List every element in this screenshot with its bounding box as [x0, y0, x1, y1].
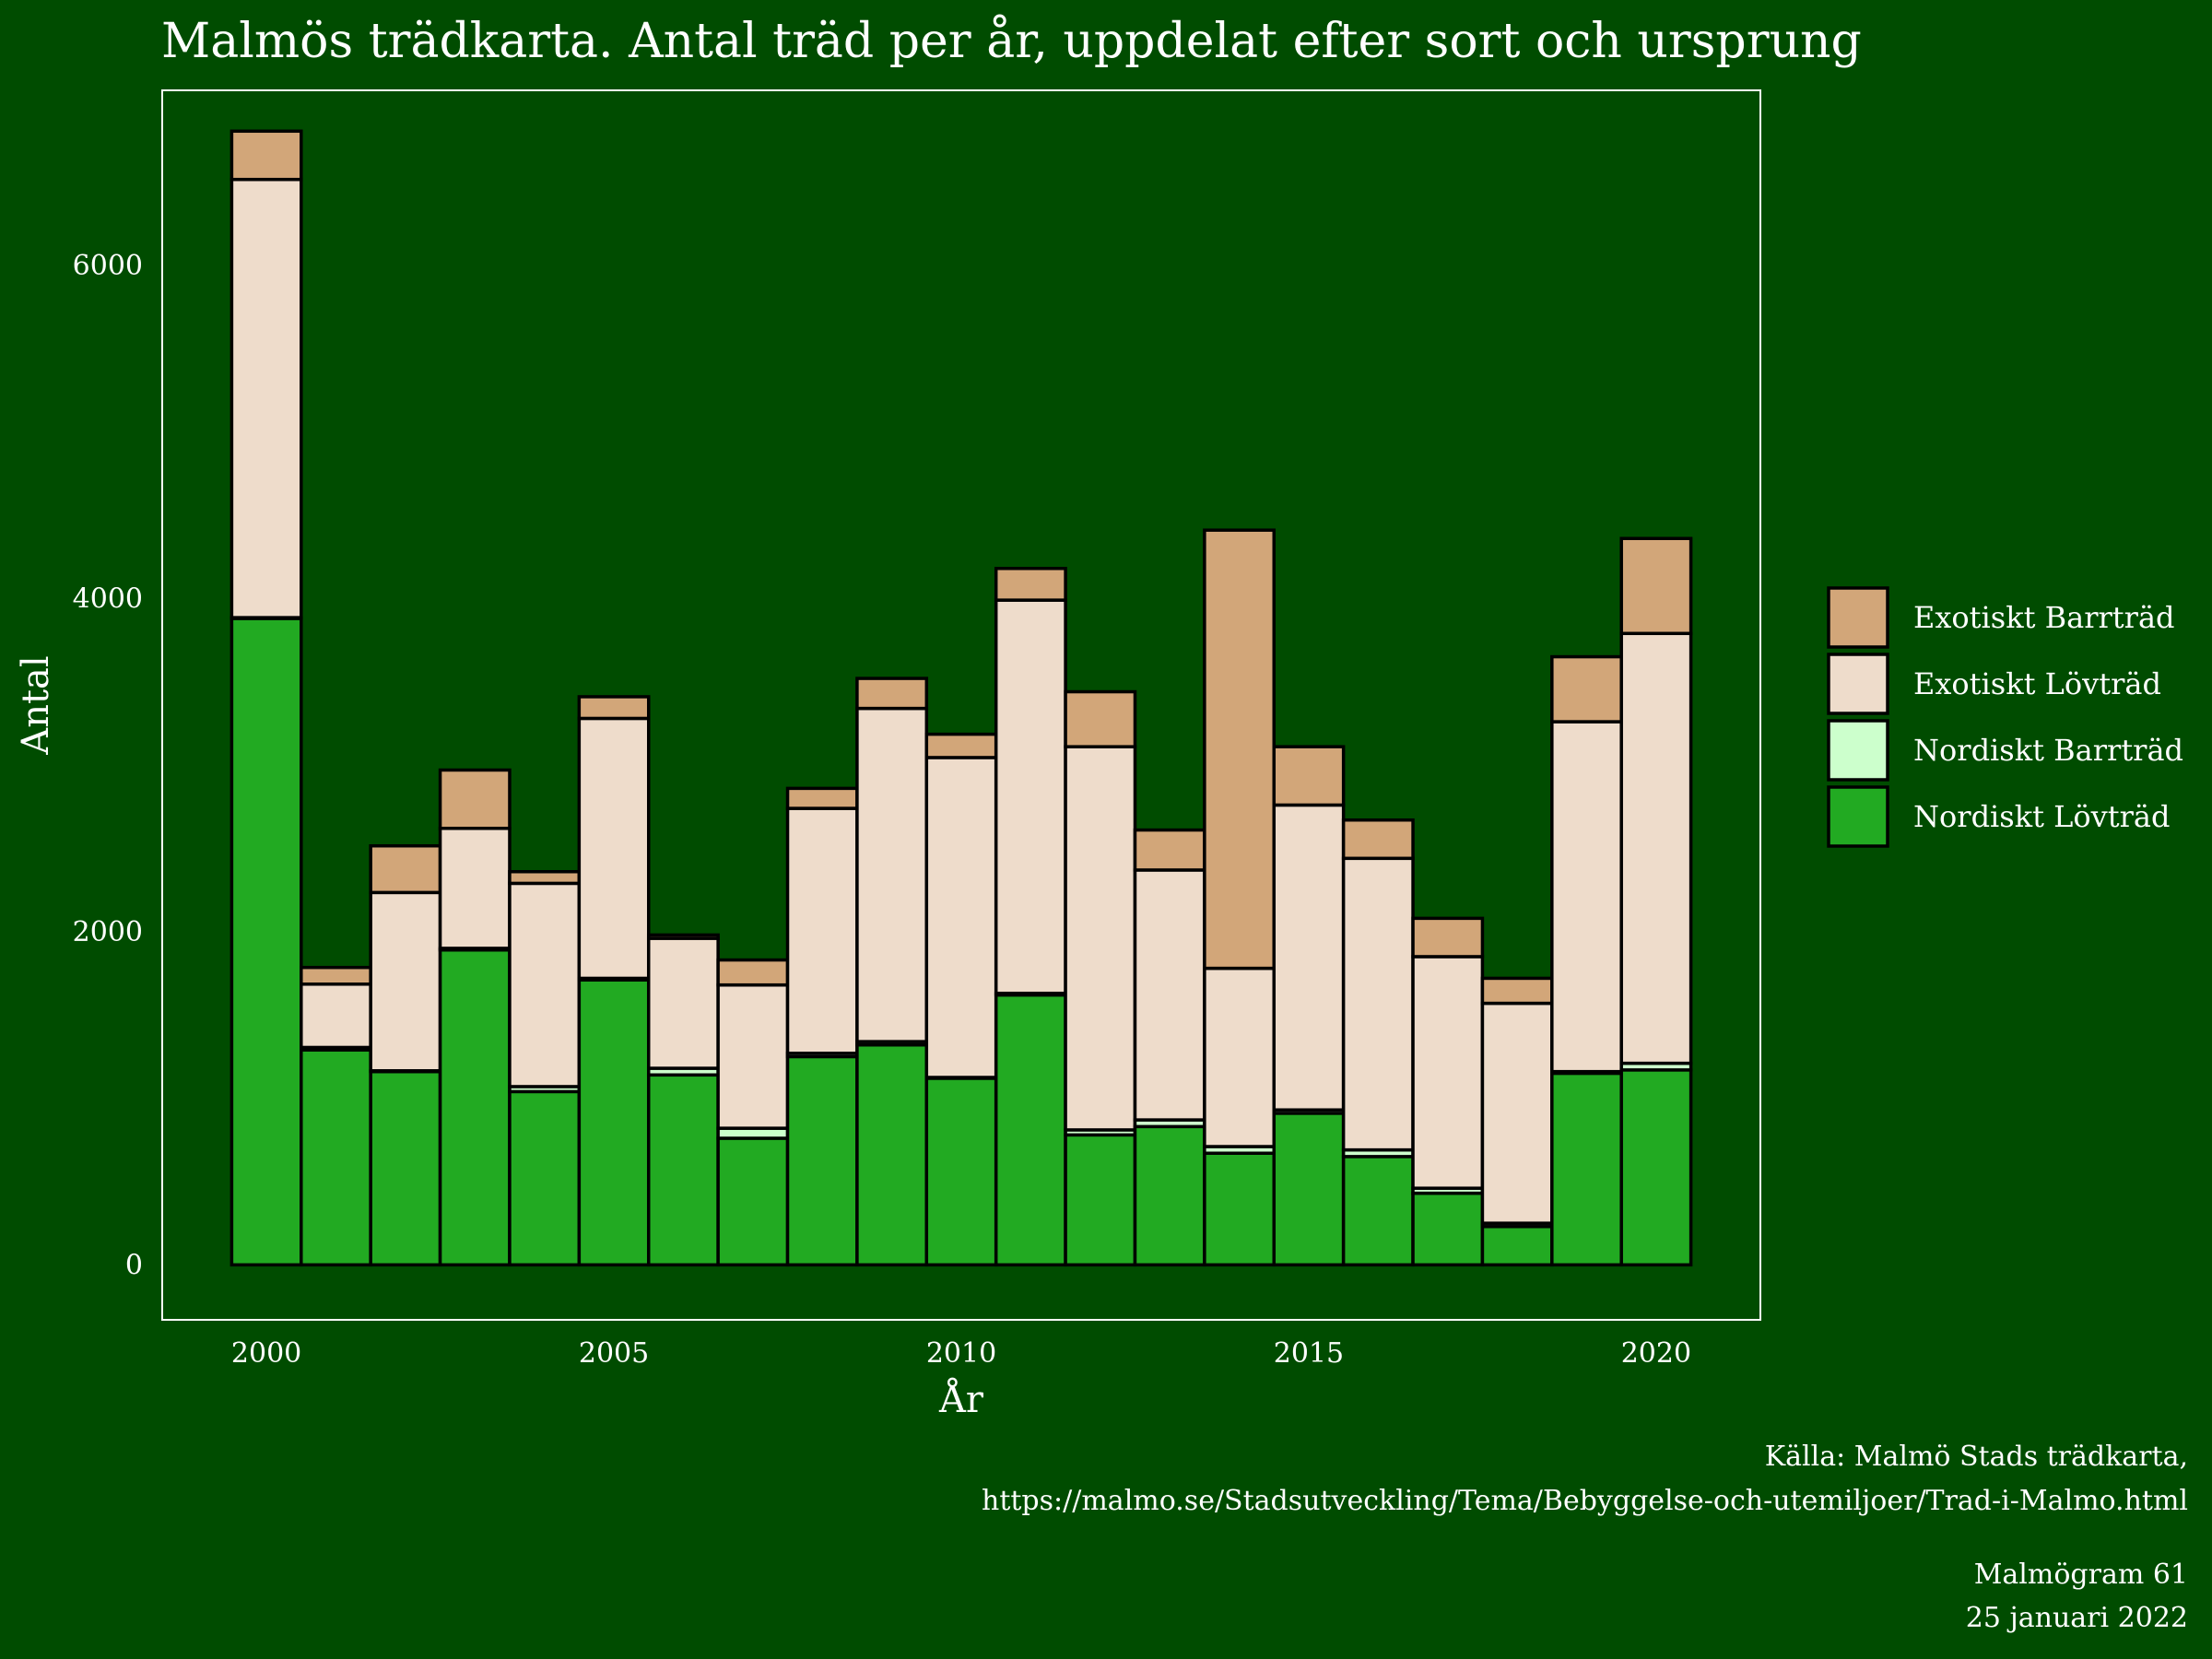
bar-2004-nordiskt-l-vtr-d	[508, 1089, 582, 1267]
bar-2019-exotiskt-barrtr-d	[1550, 654, 1623, 724]
bar-2007-exotiskt-l-vtr-d	[716, 982, 790, 1130]
y-tick-label: 6000	[73, 250, 143, 282]
legend-label: Exotiskt Barrträd	[1913, 600, 2175, 635]
bar-2012-nordiskt-l-vtr-d	[1064, 1133, 1137, 1267]
bar-2002-exotiskt-barrtr-d	[369, 843, 442, 895]
legend: Exotiskt Barrträd Exotiskt Lövträd Nordisk…	[1827, 586, 2183, 848]
bar-2005-exotiskt-l-vtr-d	[577, 716, 651, 981]
legend-label: Exotiskt Lövträd	[1913, 666, 2161, 701]
bar-2013-exotiskt-l-vtr-d	[1133, 868, 1206, 1122]
bar-2004-exotiskt-l-vtr-d	[508, 881, 582, 1088]
bar-2020-nordiskt-l-vtr-d	[1619, 1068, 1693, 1267]
bar-2017-nordiskt-l-vtr-d	[1411, 1191, 1485, 1267]
bar-2001-exotiskt-l-vtr-d	[300, 982, 372, 1050]
bar-2019-exotiskt-l-vtr-d	[1550, 720, 1623, 1074]
legend-key-exotiskt-barrtr-d	[1827, 586, 1889, 649]
y-tick-label: 4000	[73, 582, 143, 615]
bar-2013-nordiskt-l-vtr-d	[1133, 1124, 1206, 1267]
bar-2005-nordiskt-l-vtr-d	[577, 978, 651, 1267]
bar-2002-nordiskt-l-vtr-d	[369, 1069, 442, 1267]
bar-2006-exotiskt-l-vtr-d	[646, 936, 720, 1070]
x-axis-title: År	[938, 1378, 984, 1421]
bar-2002-exotiskt-l-vtr-d	[369, 890, 442, 1073]
caption-date: 25 januari 2022	[1966, 1602, 2188, 1634]
bar-2017-exotiskt-l-vtr-d	[1411, 955, 1485, 1190]
bar-2012-exotiskt-barrtr-d	[1064, 689, 1137, 748]
x-tick-label: 2020	[1621, 1337, 1691, 1370]
bar-2001-exotiskt-barrtr-d	[300, 965, 372, 986]
x-tick-label: 2005	[579, 1337, 649, 1370]
chart-title: Malmös trädkarta. Antal träd per år, upp…	[161, 14, 1862, 69]
bar-2013-exotiskt-barrtr-d	[1133, 828, 1206, 872]
y-axis-ticks: 0 2000 4000 6000	[73, 250, 143, 1282]
bar-2017-exotiskt-barrtr-d	[1411, 916, 1485, 959]
caption-url: https://malmo.se/Stadsutveckling/Tema/Be…	[982, 1485, 2188, 1517]
caption-publication: Malmögram 61	[1974, 1559, 2188, 1591]
bar-2008-exotiskt-l-vtr-d	[785, 806, 859, 1055]
x-tick-label: 2010	[926, 1337, 996, 1370]
caption-source: Källa: Malmö Stads trädkarta,	[1765, 1441, 2188, 1473]
bar-2001-nordiskt-l-vtr-d	[300, 1048, 372, 1267]
bar-2014-nordiskt-l-vtr-d	[1203, 1151, 1277, 1267]
bars-group	[229, 129, 1693, 1267]
bar-2011-exotiskt-barrtr-d	[994, 567, 1067, 602]
y-tick-label: 2000	[73, 916, 143, 948]
bar-2016-nordiskt-l-vtr-d	[1341, 1155, 1415, 1267]
x-axis-ticks: 2000 2005 2010 2015 2020	[231, 1337, 1691, 1370]
bar-2007-nordiskt-l-vtr-d	[716, 1136, 790, 1267]
bar-2018-exotiskt-l-vtr-d	[1480, 1001, 1554, 1225]
bar-2006-exotiskt-barrtr-d	[646, 933, 720, 940]
bar-2018-nordiskt-l-vtr-d	[1480, 1225, 1554, 1267]
bar-2003-nordiskt-l-vtr-d	[438, 947, 512, 1267]
bar-2000-exotiskt-l-vtr-d	[229, 177, 303, 619]
legend-key-nordiskt-barrtr-d	[1827, 719, 1889, 782]
bar-2000-nordiskt-l-vtr-d	[229, 617, 303, 1267]
legend-label: Nordiskt Lövträd	[1913, 799, 2170, 834]
bar-2000-exotiskt-barrtr-d	[229, 129, 303, 182]
bar-2015-exotiskt-barrtr-d	[1272, 745, 1346, 807]
bar-2003-exotiskt-l-vtr-d	[438, 827, 512, 950]
x-tick-label: 2000	[231, 1337, 301, 1370]
legend-label: Nordiskt Barrträd	[1913, 733, 2183, 768]
bar-2016-exotiskt-l-vtr-d	[1341, 856, 1415, 1152]
bar-2015-nordiskt-l-vtr-d	[1272, 1112, 1346, 1267]
x-tick-label: 2015	[1274, 1337, 1344, 1370]
bar-2012-exotiskt-l-vtr-d	[1064, 745, 1137, 1132]
bar-2009-exotiskt-l-vtr-d	[855, 706, 929, 1043]
bar-2003-exotiskt-barrtr-d	[438, 768, 512, 830]
bar-2020-exotiskt-l-vtr-d	[1619, 631, 1693, 1065]
bar-2011-exotiskt-l-vtr-d	[994, 598, 1067, 995]
bar-2020-exotiskt-barrtr-d	[1619, 536, 1693, 636]
bar-2008-exotiskt-barrtr-d	[785, 786, 859, 810]
bar-2009-nordiskt-l-vtr-d	[855, 1042, 929, 1267]
bar-2004-exotiskt-barrtr-d	[508, 870, 582, 886]
bar-2005-exotiskt-barrtr-d	[577, 695, 651, 721]
bar-2011-nordiskt-l-vtr-d	[994, 993, 1067, 1267]
bar-2006-nordiskt-l-vtr-d	[646, 1073, 720, 1267]
bar-2010-exotiskt-barrtr-d	[924, 732, 998, 759]
bar-2016-exotiskt-barrtr-d	[1341, 818, 1415, 861]
bar-2009-exotiskt-barrtr-d	[855, 677, 929, 711]
y-tick-label: 0	[125, 1249, 143, 1281]
plot-panel-border	[161, 89, 1761, 1321]
bar-2014-exotiskt-l-vtr-d	[1203, 966, 1277, 1148]
bar-2015-exotiskt-l-vtr-d	[1272, 803, 1346, 1112]
bar-2010-exotiskt-l-vtr-d	[924, 756, 998, 1079]
y-axis-title: Antal	[15, 655, 57, 755]
bar-2008-nordiskt-l-vtr-d	[785, 1054, 859, 1267]
bar-2014-exotiskt-barrtr-d	[1203, 528, 1277, 971]
legend-key-exotiskt-l-vtr-d	[1827, 653, 1889, 715]
legend-key-nordiskt-l-vtr-d	[1827, 785, 1889, 848]
bar-2010-nordiskt-l-vtr-d	[924, 1077, 998, 1267]
bar-2018-exotiskt-barrtr-d	[1480, 976, 1554, 1006]
bar-2007-exotiskt-barrtr-d	[716, 958, 790, 987]
bar-2019-nordiskt-l-vtr-d	[1550, 1071, 1623, 1267]
